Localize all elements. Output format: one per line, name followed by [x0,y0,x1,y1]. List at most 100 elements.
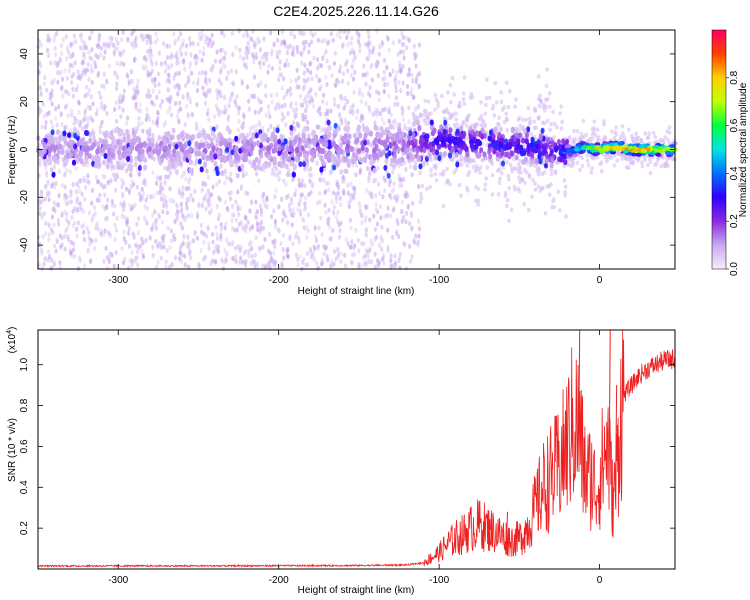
spectrogram-cell [81,126,85,132]
spectrogram-cell [398,63,402,69]
spectrogram-cell [245,54,249,60]
spectrogram-cell [281,255,286,261]
spectrogram-cell [281,217,285,223]
spectrogram-cell [184,132,189,139]
spectrogram-cell [211,184,215,190]
spectrogram-cell [253,263,257,269]
spectrogram-cell [194,121,199,127]
spectrogram-cell [393,118,397,124]
spectrogram-cell [94,64,98,70]
spectrogram-cell [488,153,493,160]
spectrogram-cell [288,207,292,213]
spectrogram-cell [324,209,328,216]
spectrogram-cell [168,244,172,251]
spectrogram-cell [188,176,192,183]
spectrogram-cell [281,232,286,238]
spectrogram-cell [72,120,76,126]
spectrogram-cell [127,187,131,194]
spectrogram-cell [164,199,168,205]
spectrogram-cell [391,68,395,74]
spectrogram-cell [67,91,71,97]
spectrogram-cell [323,134,328,141]
spectrogram-cell [92,135,96,141]
spectrogram-cell [559,104,564,109]
spectrogram-cell [327,131,332,138]
spectrogram-cell [89,63,93,69]
spectrogram-cell [303,195,308,201]
spectrogram-cell [240,80,244,86]
spectrogram-cell [536,115,541,120]
spectrogram-cell [136,78,140,84]
spectrogram-cell [397,182,402,189]
spectrogram-cell [248,130,252,136]
spectrogram-cell [222,94,227,101]
spectrogram-cell [547,104,552,110]
spectrogram-cell [424,156,429,163]
spectrogram-cell [159,175,163,181]
spectrogram-cell [101,203,105,209]
spectrogram-cell [162,244,166,250]
spectrogram-cell [176,86,180,93]
spectrogram-cell [273,238,277,244]
spectrogram-cell [202,161,207,168]
spectrogram-cell [59,244,63,250]
spectrogram-cell [272,208,276,214]
spectrogram-cell [180,193,184,200]
spectrogram-cell [114,71,118,77]
spectrogram-cell [588,153,593,158]
spectrogram-cell [144,217,148,223]
spectrogram-cell [183,66,187,72]
spectrogram-cell [123,256,127,262]
spectrogram-cell [233,98,237,105]
spectrogram-cell [334,214,338,220]
spectrogram-cell [445,166,449,172]
spectrogram-cell [90,29,94,35]
spectrogram-cell [114,36,118,42]
spectrogram-cell [102,55,106,61]
spectrogram-cell [340,96,344,102]
spectrogram-cell [210,231,215,237]
spectrogram-cell [289,103,293,109]
spectrogram-cell [179,208,184,215]
spectrogram-cell [102,232,106,238]
spectrogram-cell [478,170,482,176]
spectrogram-cell [314,237,319,244]
spectrogram-cell [567,135,572,140]
spectrogram-cell [336,250,341,256]
spectrogram-cell [59,110,63,116]
spectrogram-cell [287,203,291,209]
spectrogram-cell [144,237,148,244]
spectrogram-cell [88,87,92,94]
spectrogram-cell [484,96,489,101]
spectrogram-cell [71,247,76,253]
spectrogram-cell [122,61,126,68]
spectrogram-cell [65,55,69,62]
spectrogram-cell [419,113,424,118]
spectrogram-cell [273,223,278,230]
spectrogram-cell [535,168,540,173]
spectrogram-cell [238,205,243,212]
spectrogram-cell [195,211,200,217]
spectrogram-cell [249,199,254,205]
spectrogram-cell [402,176,406,183]
spectrogram-cell [186,74,191,81]
spectrogram-cell [155,174,159,181]
spectrogram-cell [366,42,370,48]
spectrogram-cell [259,219,264,225]
spectrogram-cell [294,134,299,141]
spectrogram-cell [278,49,282,55]
spectrogram-cell [545,184,550,189]
spectrogram-cell [202,45,206,52]
spectrogram-cell [304,108,308,114]
spectrogram-cell [343,263,347,269]
spectrogram-cell [314,91,318,97]
spectrogram-cell [319,215,323,221]
spectrogram-cell [414,79,419,85]
spectrogram-cell [388,213,393,219]
spectrogram-cell [93,204,97,211]
spectrogram-cell [454,111,458,116]
spectrogram-cell [360,220,364,226]
spectrogram-cell [282,114,286,120]
spectrogram-cell [97,44,101,50]
